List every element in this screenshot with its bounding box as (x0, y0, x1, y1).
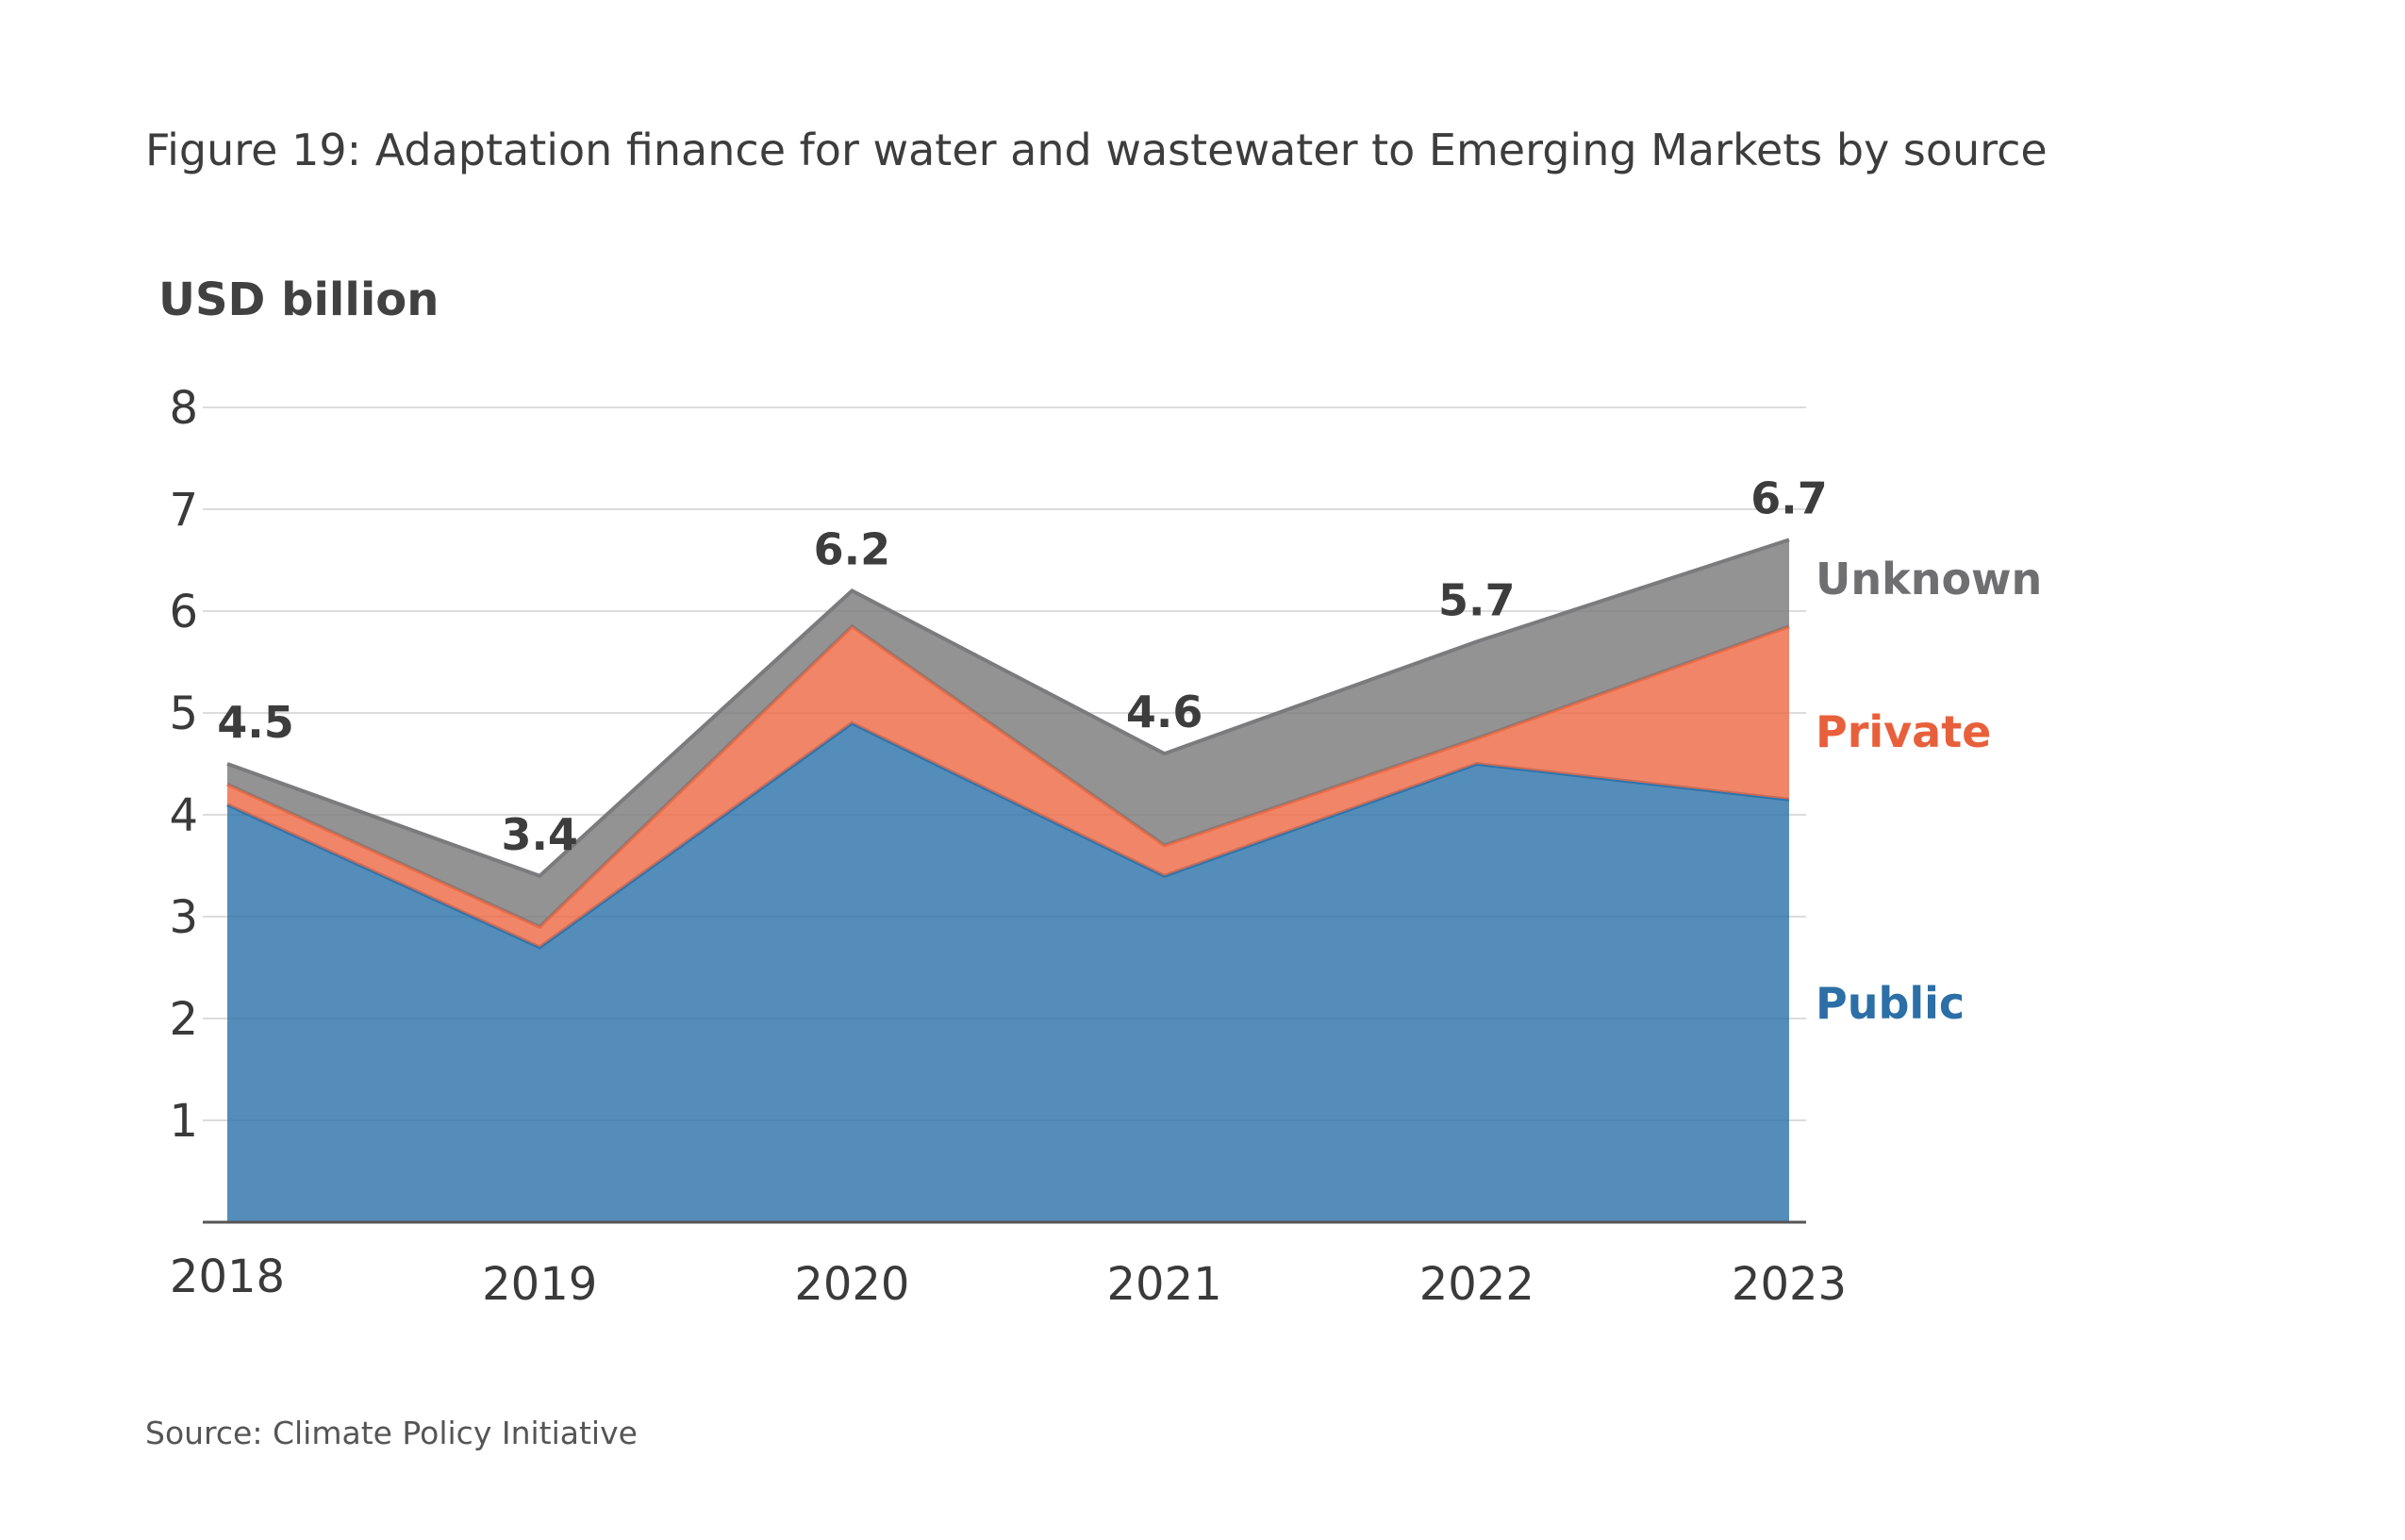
total-data-label: 3.4 (501, 809, 578, 860)
total-data-label: 6.7 (1750, 472, 1828, 523)
total-data-label: 4.6 (1126, 687, 1203, 737)
legend-label-unknown: Unknown (1816, 554, 2042, 604)
area-unknown (227, 539, 1789, 927)
source-note: Source: Climate Policy Initiative (145, 1415, 638, 1451)
x-tick-label: 2019 (482, 1258, 597, 1311)
y-tick-label: 4 (169, 789, 198, 842)
x-tick-label: 2021 (1107, 1258, 1222, 1311)
y-tick-label: 5 (169, 687, 198, 740)
total-data-label: 4.5 (217, 697, 294, 748)
y-tick-label: 1 (169, 1095, 198, 1148)
area-public (227, 722, 1789, 1222)
legend-label-public: Public (1816, 978, 1965, 1029)
y-axis-label: USD billion (158, 273, 440, 326)
x-tick-label: 2022 (1419, 1258, 1534, 1311)
x-tick-label: 2023 (1732, 1258, 1847, 1311)
y-tick-label: 8 (169, 382, 198, 435)
y-tick-label: 3 (169, 891, 198, 944)
total-data-label: 6.2 (814, 523, 891, 574)
total-data-label: 5.7 (1438, 574, 1516, 625)
x-tick-label: 2018 (170, 1250, 285, 1303)
area-private (227, 626, 1789, 948)
series-line-unknown (226, 538, 1790, 879)
y-tick-label: 2 (169, 993, 198, 1046)
y-tick-label: 7 (169, 484, 198, 537)
y-tick-label: 6 (169, 586, 198, 638)
legend-label-private: Private (1816, 706, 1991, 757)
chart-title: Figure 19: Adaptation finance for water … (145, 124, 2048, 175)
x-tick-label: 2020 (794, 1258, 909, 1311)
